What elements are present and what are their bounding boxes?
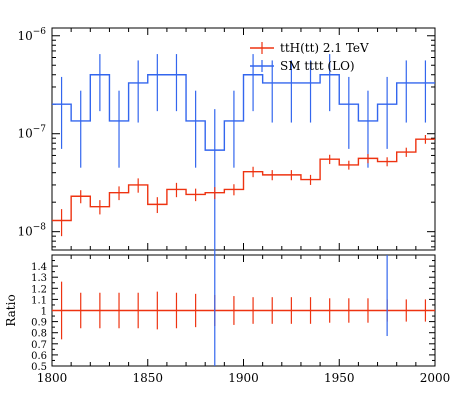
main-frame	[51, 27, 436, 251]
ratio-y-tick-label: 0.6	[31, 351, 47, 362]
ratio-y-tick-label: 0.7	[31, 340, 47, 351]
ratio-x-tick-label: 1900	[228, 371, 259, 385]
legend-label-sm: SM tttt (LO)	[280, 59, 355, 73]
legend-entry-sm: SM tttt (LO)	[250, 59, 355, 73]
ratio-y-tick-label: 1	[41, 307, 47, 318]
legend: ttH(tt) 2.1 TeV SM tttt (LO)	[250, 41, 369, 73]
ratio-y-tick-label: 1.1	[31, 295, 47, 306]
main-y-tick-label: 10−6	[17, 27, 46, 43]
ratio-x-tick-label: 1800	[37, 371, 68, 385]
tth-step-line	[52, 138, 435, 222]
ratio-y-tick-label: 1.2	[31, 284, 47, 295]
main-y-tick-label: 10−8	[17, 223, 46, 239]
legend-label-tth: ttH(tt) 2.1 TeV	[280, 41, 369, 55]
legend-entry-tth: ttH(tt) 2.1 TeV	[250, 41, 369, 55]
ratio-y-tick-label: 1.4	[31, 262, 47, 273]
ratio-x-tick-label: 1950	[324, 371, 355, 385]
ratio-y-tick-label: 0.5	[31, 362, 47, 373]
ratio-y-tick-label: 0.8	[31, 329, 47, 340]
ratio-y-tick-label: 0.9	[31, 318, 47, 329]
ratio-plot-panel: 1800 1850 1900 1950 20000.50.60.70.80.911.11…	[31, 250, 450, 385]
main-y-tick-label: 10−7	[17, 125, 46, 141]
sm-tttt-step-line	[52, 74, 435, 151]
ratio-x-tick-label: 1850	[132, 371, 163, 385]
main-plot-panel: 10−8 10−7 10−6	[17, 27, 436, 251]
ratio-y-tick-label: 1.3	[31, 273, 47, 284]
ratio-y-axis-label: Ratio	[4, 294, 18, 326]
ratio-x-tick-label: 2000	[420, 371, 450, 385]
